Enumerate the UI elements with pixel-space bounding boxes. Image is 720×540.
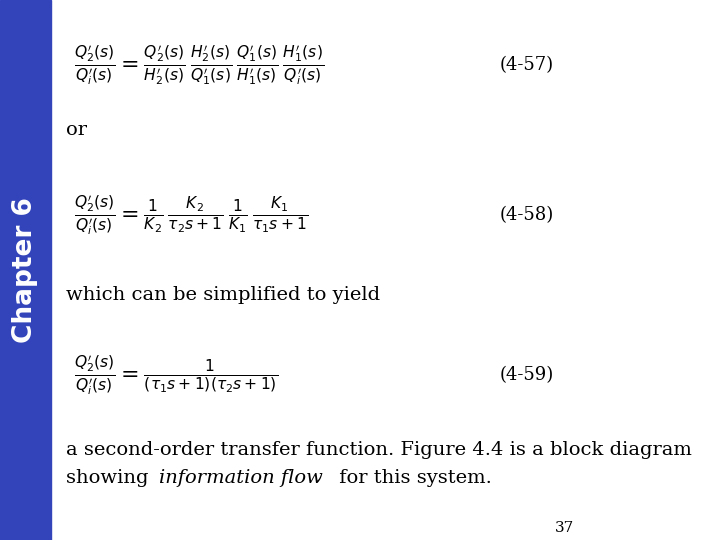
Bar bbox=[0, 0, 51, 540]
Text: for this system.: for this system. bbox=[333, 469, 492, 487]
Text: information flow: information flow bbox=[159, 469, 323, 487]
Text: 37: 37 bbox=[554, 521, 574, 535]
Text: (4-58): (4-58) bbox=[500, 206, 554, 224]
Text: (4-57): (4-57) bbox=[500, 56, 554, 74]
Text: $\frac{Q_2'(s)}{Q_i'(s)} = \frac{1}{(\tau_1 s+1)(\tau_2 s+1)}$: $\frac{Q_2'(s)}{Q_i'(s)} = \frac{1}{(\ta… bbox=[73, 353, 278, 397]
Text: or: or bbox=[66, 121, 86, 139]
Text: showing: showing bbox=[66, 469, 154, 487]
Text: $\frac{Q_2'(s)}{Q_i'(s)} = \frac{Q_2'(s)}{H_2'(s)}\,\frac{H_2'(s)}{Q_1'(s)}\,\fr: $\frac{Q_2'(s)}{Q_i'(s)} = \frac{Q_2'(s)… bbox=[73, 43, 324, 87]
Text: which can be simplified to yield: which can be simplified to yield bbox=[66, 286, 379, 304]
Text: $\frac{Q_2'(s)}{Q_i'(s)} = \frac{1}{K_2}\,\frac{K_2}{\tau_2 s+1}\,\frac{1}{K_1}\: $\frac{Q_2'(s)}{Q_i'(s)} = \frac{1}{K_2}… bbox=[73, 193, 308, 237]
Text: (4-59): (4-59) bbox=[500, 366, 554, 384]
Text: Chapter 6: Chapter 6 bbox=[12, 197, 38, 343]
Text: a second-order transfer function. Figure 4.4 is a block diagram: a second-order transfer function. Figure… bbox=[66, 441, 691, 459]
